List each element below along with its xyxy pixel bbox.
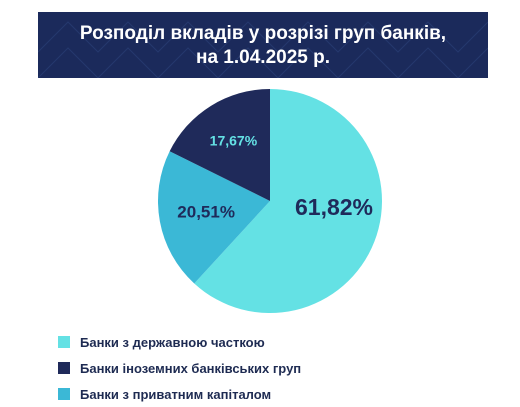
slice-label: 61,82%: [295, 194, 373, 220]
legend-item-state: Банки з державною часткою: [58, 329, 301, 355]
pie-slice: [169, 89, 270, 201]
banner-pattern: [38, 21, 488, 78]
pie-slice: [194, 89, 383, 313]
legend-label: Банки з приватним капіталом: [80, 386, 272, 402]
pie-slice: [158, 151, 270, 284]
legend-swatch: [58, 336, 70, 348]
legend-swatch: [58, 362, 70, 374]
legend-label: Банки іноземних банківських груп: [80, 360, 302, 376]
title-line-2: на 1.04.2025 р.: [195, 47, 330, 68]
legend-item-foreign: Банки іноземних банківських груп: [58, 355, 301, 381]
legend: Банки з державною часткою Банки іноземни…: [58, 329, 301, 407]
legend-swatch: [58, 388, 70, 400]
slice-label: 20,51%: [177, 202, 235, 221]
title-banner: Розподіл вкладів у розрізі груп банків, …: [38, 12, 488, 78]
chart-title: Розподіл вкладів у розрізі груп банків, …: [38, 22, 488, 70]
slice-label: 17,67%: [210, 133, 258, 149]
legend-item-private: Банки з приватним капіталом: [58, 381, 301, 407]
pie-chart: 61,82% 20,51% 17,67%: [158, 89, 383, 313]
legend-label: Банки з державною часткою: [80, 334, 265, 350]
title-line-1: Розподіл вкладів у розрізі груп банків,: [79, 23, 447, 44]
